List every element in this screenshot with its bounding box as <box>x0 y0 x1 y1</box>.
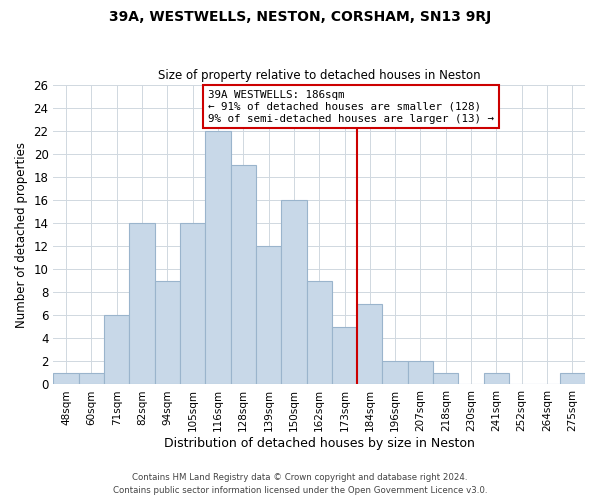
Bar <box>307 280 332 384</box>
Bar <box>332 327 357 384</box>
Bar <box>408 362 433 384</box>
Bar <box>180 223 205 384</box>
Bar <box>155 280 180 384</box>
Bar <box>205 130 230 384</box>
Bar <box>357 304 382 384</box>
Bar <box>230 166 256 384</box>
Bar <box>256 246 281 384</box>
Bar <box>130 223 155 384</box>
Bar <box>560 373 585 384</box>
Bar <box>79 373 104 384</box>
Bar <box>484 373 509 384</box>
X-axis label: Distribution of detached houses by size in Neston: Distribution of detached houses by size … <box>164 437 475 450</box>
Bar <box>53 373 79 384</box>
Bar <box>281 200 307 384</box>
Bar <box>104 316 130 384</box>
Text: 39A WESTWELLS: 186sqm
← 91% of detached houses are smaller (128)
9% of semi-deta: 39A WESTWELLS: 186sqm ← 91% of detached … <box>208 90 494 124</box>
Bar <box>382 362 408 384</box>
Bar <box>433 373 458 384</box>
Title: Size of property relative to detached houses in Neston: Size of property relative to detached ho… <box>158 69 481 82</box>
Y-axis label: Number of detached properties: Number of detached properties <box>15 142 28 328</box>
Text: 39A, WESTWELLS, NESTON, CORSHAM, SN13 9RJ: 39A, WESTWELLS, NESTON, CORSHAM, SN13 9R… <box>109 10 491 24</box>
Text: Contains HM Land Registry data © Crown copyright and database right 2024.
Contai: Contains HM Land Registry data © Crown c… <box>113 474 487 495</box>
